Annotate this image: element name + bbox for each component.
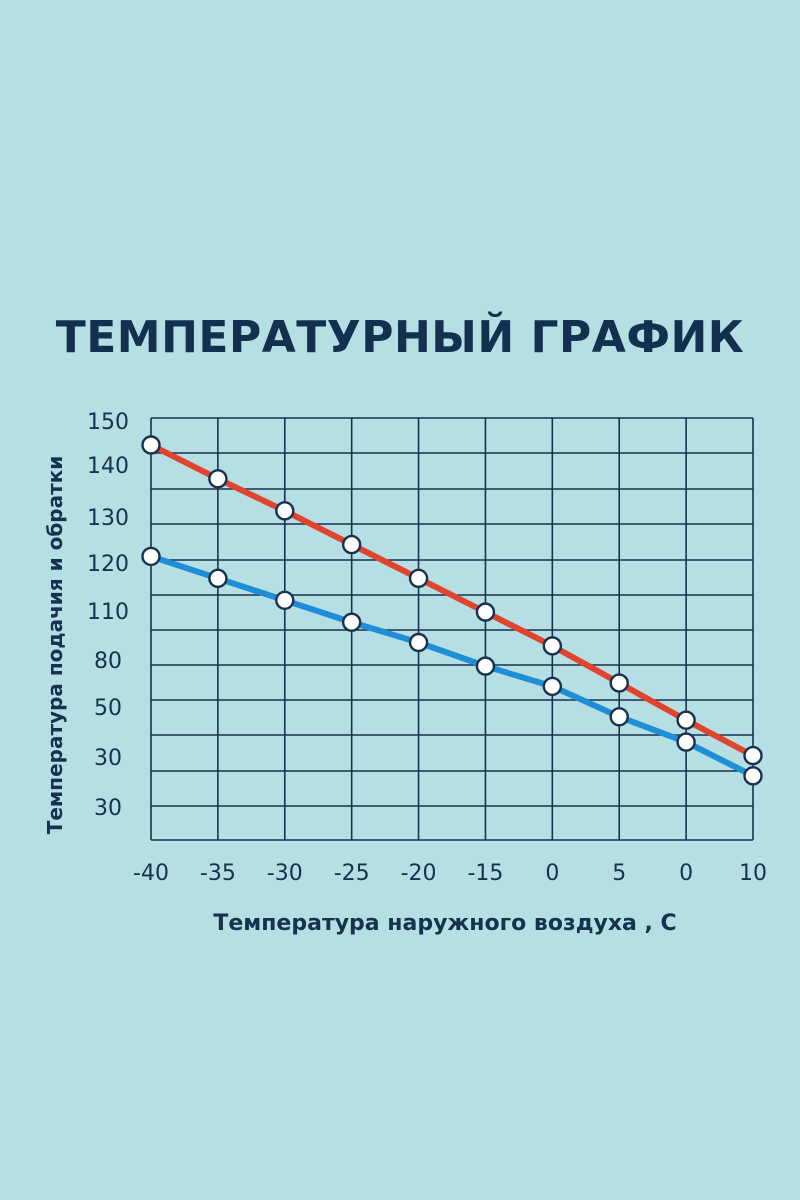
x-tick-label: -25 [334, 861, 370, 886]
return-line-point [676, 732, 696, 752]
x-axis-ticks: -40 -35 -30 -25 -20 -15 0 5 0 10 [133, 861, 767, 886]
x-tick-label: 10 [739, 861, 767, 886]
x-tick-label: -35 [200, 861, 236, 886]
x-tick-label: 0 [545, 861, 559, 886]
supply-line-point [341, 534, 362, 555]
y-tick-label: 80 [94, 649, 122, 674]
y-tick-label: 110 [87, 600, 129, 625]
supply-line-point [743, 745, 763, 766]
return-line-point [341, 612, 362, 632]
x-axis-title: Температура наружного воздуха , С [213, 911, 676, 936]
y-tick-label: 120 [87, 552, 129, 577]
x-tick-label: -30 [267, 861, 303, 886]
supply-line-point [475, 602, 496, 622]
supply-line-point [676, 710, 696, 730]
y-axis-title: Температура подачия и обратки [43, 456, 67, 835]
supply-line [148, 442, 756, 759]
return-line-point [275, 590, 295, 611]
y-tick-label: 130 [87, 506, 129, 531]
y-axis-ticks: 150 140 130 120 110 80 50 30 30 [87, 410, 129, 821]
x-tick-label: 0 [679, 861, 693, 886]
chart-grid [150, 417, 754, 841]
x-tick-label: -15 [467, 861, 503, 886]
x-tick-label: -20 [401, 861, 437, 886]
supply-line-point [208, 469, 228, 489]
y-tick-label: 150 [87, 410, 129, 435]
y-tick-label: 30 [94, 746, 122, 771]
chart-title: ТЕМПЕРАТУРНЫЙ ГРАФИК [55, 312, 745, 363]
return-line-point [475, 656, 496, 676]
y-tick-label: 140 [87, 454, 129, 479]
return-line [148, 553, 756, 779]
return-line-point [408, 632, 429, 653]
x-tick-label: -40 [133, 861, 169, 886]
return-line-point [609, 707, 629, 727]
x-tick-label: 5 [612, 861, 626, 886]
return-line-point [743, 766, 763, 786]
return-line-point [208, 568, 228, 589]
series-lines [148, 442, 756, 779]
return-line-point [542, 676, 563, 697]
series-points [141, 435, 763, 786]
return-line-point [141, 546, 161, 567]
supply-line-point [542, 636, 563, 656]
supply-line-point [609, 673, 629, 693]
y-tick-label: 30 [94, 796, 122, 821]
supply-line-point [275, 501, 295, 521]
supply-line-point [141, 435, 161, 455]
supply-line-point [408, 568, 429, 589]
y-tick-label: 50 [94, 696, 122, 721]
